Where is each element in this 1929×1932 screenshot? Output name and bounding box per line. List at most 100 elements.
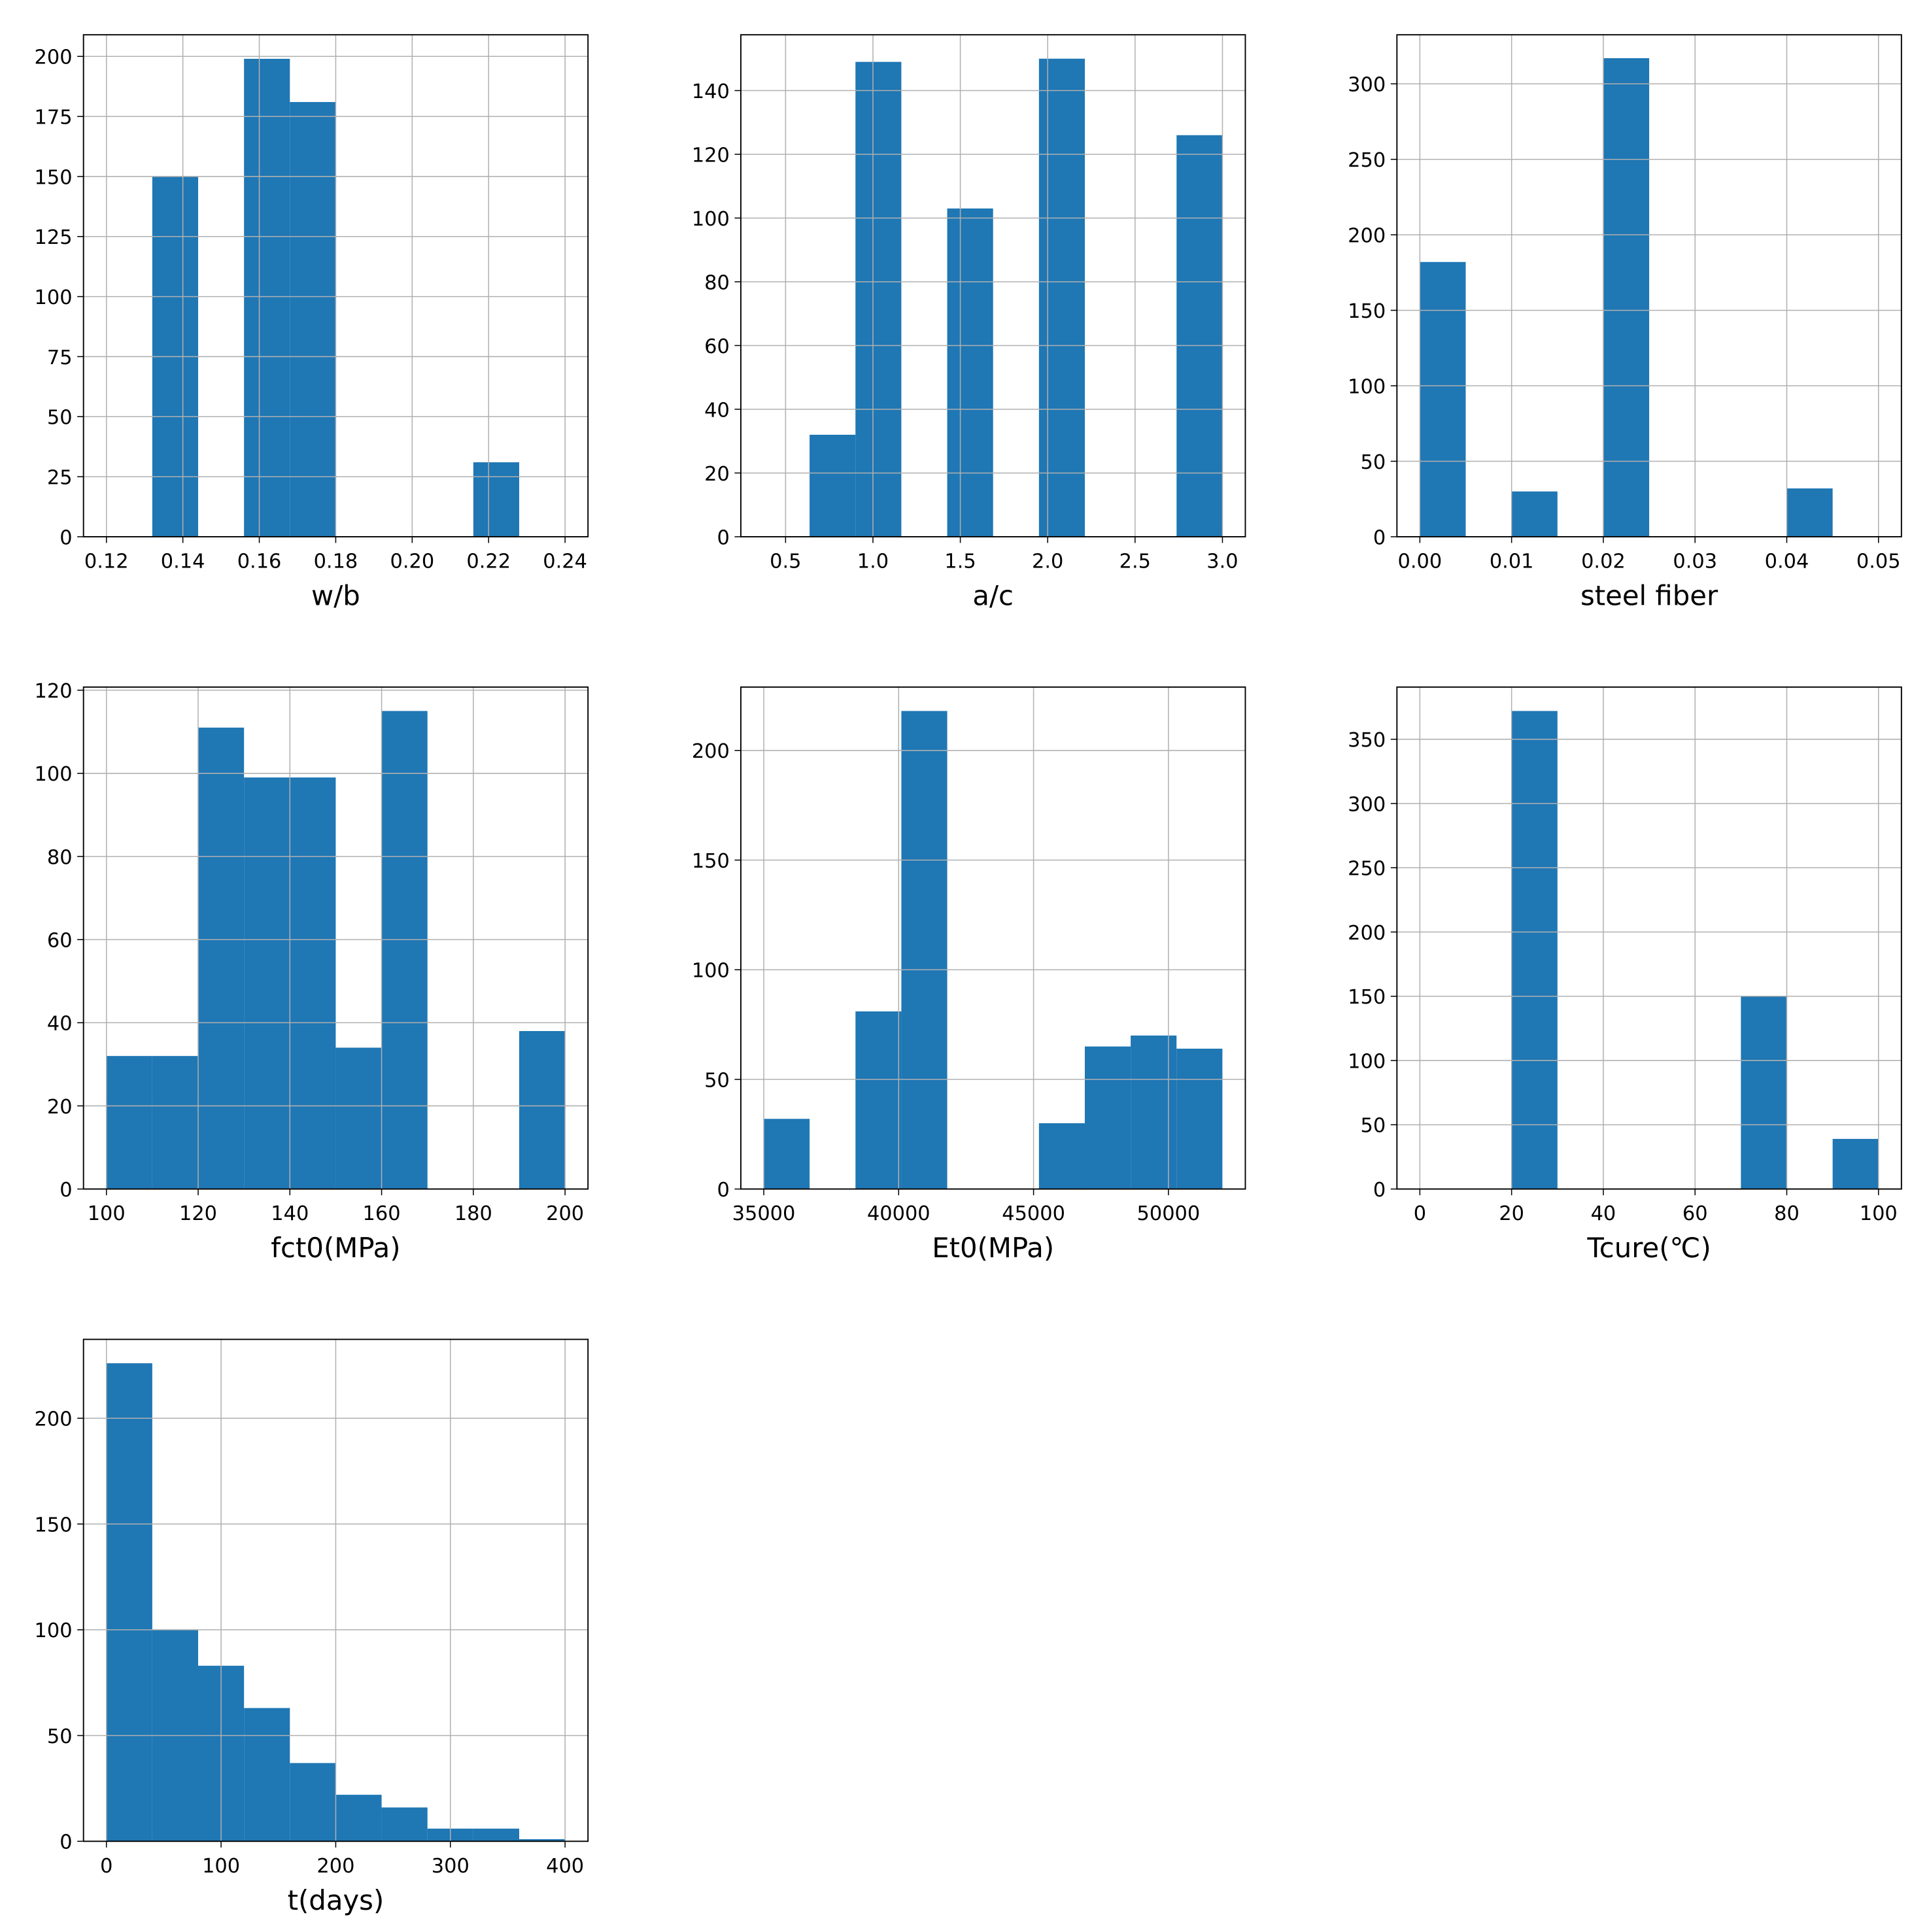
bar xyxy=(1511,711,1558,1189)
y-tick-label: 0 xyxy=(1373,526,1386,549)
x-tick-label: 0.01 xyxy=(1490,550,1534,573)
bar xyxy=(106,1056,152,1189)
x-tick-label: 120 xyxy=(179,1202,217,1225)
bar xyxy=(106,1363,152,1842)
bar xyxy=(1511,491,1558,537)
x-tick-label: 0.24 xyxy=(543,550,587,573)
y-tick-label: 50 xyxy=(1361,1115,1386,1138)
bar xyxy=(152,1056,199,1189)
bar xyxy=(473,1828,519,1842)
x-tick-label: 2.5 xyxy=(1119,550,1151,573)
x-axis-label: a/c xyxy=(972,579,1014,611)
y-tick-label: 120 xyxy=(692,144,730,167)
x-tick-label: 200 xyxy=(546,1202,584,1225)
x-tick-label: 1.5 xyxy=(944,550,976,573)
bar xyxy=(1420,262,1466,537)
y-tick-label: 150 xyxy=(1348,300,1386,323)
bar xyxy=(519,1031,566,1189)
bar xyxy=(381,711,428,1189)
bar xyxy=(1786,488,1833,537)
y-tick-label: 0 xyxy=(60,526,72,549)
bar xyxy=(244,1708,290,1842)
y-tick-label: 250 xyxy=(1348,149,1386,172)
x-tick-label: 0.22 xyxy=(466,550,511,573)
x-axis-label: t(days) xyxy=(288,1884,384,1916)
bar xyxy=(335,1047,382,1189)
y-tick-label: 100 xyxy=(692,208,730,231)
y-tick-label: 100 xyxy=(1348,1050,1386,1073)
y-tick-label: 100 xyxy=(35,763,73,786)
y-tick-label: 0 xyxy=(717,526,729,549)
bar xyxy=(290,777,336,1189)
x-tick-label: 1.0 xyxy=(857,550,889,573)
x-tick-label: 200 xyxy=(316,1855,354,1878)
axes-frame xyxy=(1396,34,1902,537)
bar xyxy=(947,208,993,537)
bar xyxy=(244,777,290,1189)
y-tick-label: 100 xyxy=(692,960,730,983)
axes-frame xyxy=(740,686,1246,1190)
y-tick-label: 60 xyxy=(704,335,730,358)
y-tick-label: 0 xyxy=(60,1831,72,1854)
x-tick-label: 140 xyxy=(271,1202,309,1225)
bar xyxy=(198,727,245,1189)
y-tick-label: 150 xyxy=(692,850,730,873)
bar xyxy=(1741,996,1787,1189)
y-tick-label: 50 xyxy=(1361,451,1386,474)
x-tick-label: 0.12 xyxy=(84,550,129,573)
x-tick-label: 50000 xyxy=(1137,1202,1201,1225)
bar xyxy=(810,434,856,537)
bar xyxy=(290,1763,336,1842)
y-tick-label: 60 xyxy=(47,930,73,953)
x-tick-label: 35000 xyxy=(732,1202,796,1225)
x-tick-label: 100 xyxy=(202,1855,240,1878)
bar xyxy=(855,61,902,537)
bar xyxy=(855,1011,902,1189)
x-tick-label: 100 xyxy=(1860,1202,1898,1225)
bar xyxy=(1038,1123,1085,1189)
y-tick-label: 80 xyxy=(47,846,73,869)
bar xyxy=(1832,1138,1879,1189)
axes-frame xyxy=(1396,686,1902,1190)
bar xyxy=(244,58,290,537)
axes-frame xyxy=(740,34,1246,537)
x-tick-label: 0.00 xyxy=(1398,550,1442,573)
y-tick-label: 20 xyxy=(704,463,730,486)
bar xyxy=(290,102,336,537)
y-tick-label: 20 xyxy=(47,1096,73,1119)
y-tick-label: 175 xyxy=(35,107,73,129)
x-tick-label: 100 xyxy=(88,1202,126,1225)
x-axis-label: steel fiber xyxy=(1580,579,1718,611)
x-tick-label: 0.03 xyxy=(1673,550,1717,573)
bar xyxy=(335,1795,382,1842)
x-axis-label: fct0(MPa) xyxy=(271,1232,400,1264)
y-tick-label: 100 xyxy=(35,286,73,309)
x-tick-label: 3.0 xyxy=(1206,550,1238,573)
x-tick-label: 45000 xyxy=(1002,1202,1065,1225)
y-tick-label: 150 xyxy=(35,1514,73,1536)
y-tick-label: 80 xyxy=(704,271,730,294)
bar xyxy=(1176,135,1223,537)
x-tick-label: 0.14 xyxy=(161,550,205,573)
bar xyxy=(519,1839,566,1842)
x-tick-label: 80 xyxy=(1774,1202,1800,1225)
y-tick-label: 100 xyxy=(1348,375,1386,398)
y-tick-label: 140 xyxy=(692,80,730,103)
y-tick-label: 75 xyxy=(47,347,73,369)
y-tick-label: 50 xyxy=(704,1069,730,1092)
x-tick-label: 0.05 xyxy=(1856,550,1901,573)
y-tick-label: 200 xyxy=(35,1408,73,1431)
axes-frame xyxy=(82,1338,589,1842)
x-tick-label: 60 xyxy=(1682,1202,1708,1225)
y-tick-label: 40 xyxy=(704,399,730,422)
y-tick-label: 0 xyxy=(1373,1179,1386,1202)
x-tick-label: 0.18 xyxy=(314,550,358,573)
y-tick-label: 250 xyxy=(1348,858,1386,881)
x-tick-label: 0.5 xyxy=(770,550,801,573)
bar xyxy=(1038,58,1085,537)
x-tick-label: 2.0 xyxy=(1032,550,1063,573)
bar xyxy=(1176,1048,1223,1189)
x-tick-label: 0.04 xyxy=(1765,550,1809,573)
x-tick-label: 160 xyxy=(363,1202,401,1225)
